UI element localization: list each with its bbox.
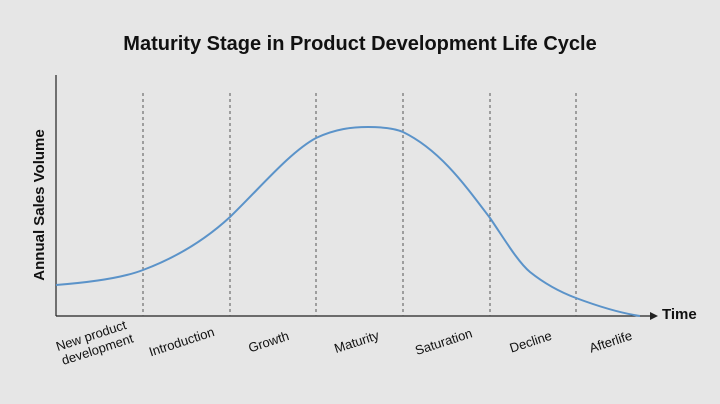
- title: Maturity Stage in Product Development Li…: [123, 33, 596, 55]
- x-axis-label: Time: [662, 306, 697, 323]
- life-cycle-curve: [55, 125, 641, 317]
- y-axis-label: Annual Sales Volume: [31, 129, 48, 280]
- stage-dividers: [142, 93, 577, 316]
- axis-arrow: [650, 312, 658, 320]
